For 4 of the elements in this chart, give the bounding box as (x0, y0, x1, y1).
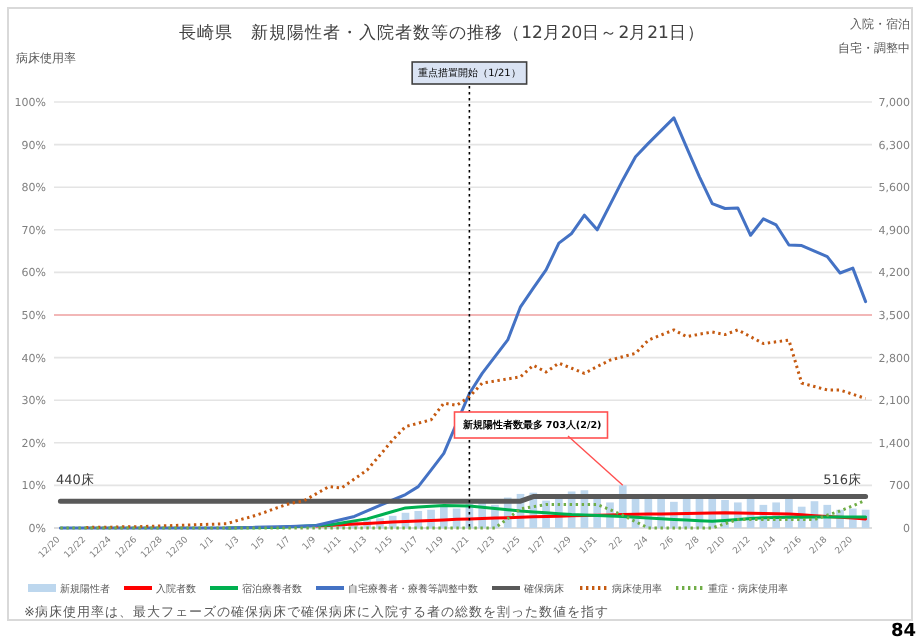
text: 84 (890, 622, 916, 640)
line-series (58, 498, 868, 530)
line-series (58, 116, 868, 530)
chart-title: 長崎県 新規陽性者・入院者数等の推移（12月20日～2月21日） (179, 22, 705, 44)
